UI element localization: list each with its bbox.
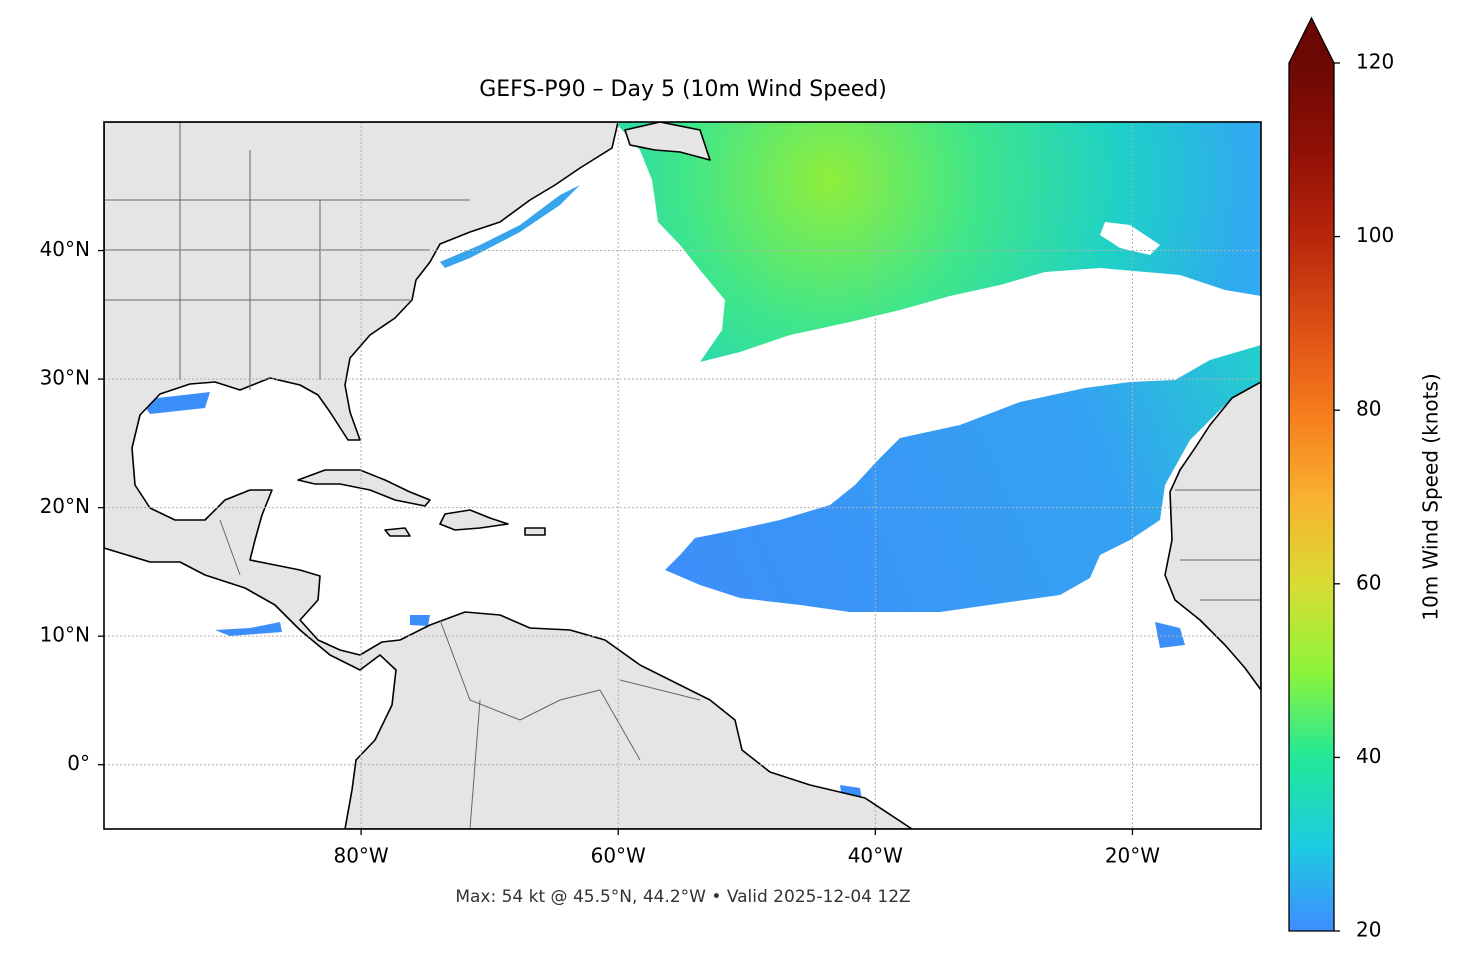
footer-note: Max: 54 kt @ 45.5°N, 44.2°W • Valid 2025… <box>455 887 910 907</box>
colorbar-tick-label: 40 <box>1356 744 1381 768</box>
map-frame <box>103 121 1262 830</box>
land-newfoundland <box>624 122 711 161</box>
colorbar-tick-label: 100 <box>1356 223 1394 247</box>
colorbar-tick-label: 80 <box>1356 397 1381 421</box>
wind-field <box>440 185 580 268</box>
land-americas <box>104 122 913 829</box>
y-tick-label: 0° <box>67 751 90 775</box>
map-area <box>104 122 1261 829</box>
colorbar: 20 40 60 80 100 120 <box>1288 16 1394 942</box>
colorbar-outline <box>1288 16 1335 932</box>
colorbar-tick-label: 20 <box>1356 918 1381 942</box>
wind-field-gap <box>1100 222 1160 255</box>
wind-field <box>665 345 1261 612</box>
x-tick-label: 80°W <box>333 844 388 868</box>
land-puerto-rico <box>524 527 546 536</box>
x-tick-label: 40°W <box>848 844 903 868</box>
colorbar-extend <box>1289 18 1334 63</box>
chart-title: GEFS-P90 – Day 5 (10m Wind Speed) <box>479 77 887 102</box>
y-tick-label: 20°N <box>40 494 90 518</box>
colorbar-label: 10m Wind Speed (knots) <box>1419 373 1443 620</box>
y-tick-label: 10°N <box>40 623 90 647</box>
y-tick-label: 40°N <box>40 237 90 261</box>
land-hispaniola <box>439 509 509 531</box>
wind-field <box>615 122 1261 362</box>
land-africa <box>1164 381 1261 691</box>
colorbar-scale <box>1289 63 1334 931</box>
land-jamaica <box>384 527 411 537</box>
x-tick-label: 20°W <box>1105 844 1160 868</box>
colorbar-tick-label: 120 <box>1356 50 1394 74</box>
x-tick-label: 60°W <box>591 844 646 868</box>
colorbar-tick-label: 60 <box>1356 570 1381 594</box>
land-cuba <box>297 469 431 507</box>
y-tick-label: 30°N <box>40 366 90 390</box>
grid <box>104 122 1261 829</box>
